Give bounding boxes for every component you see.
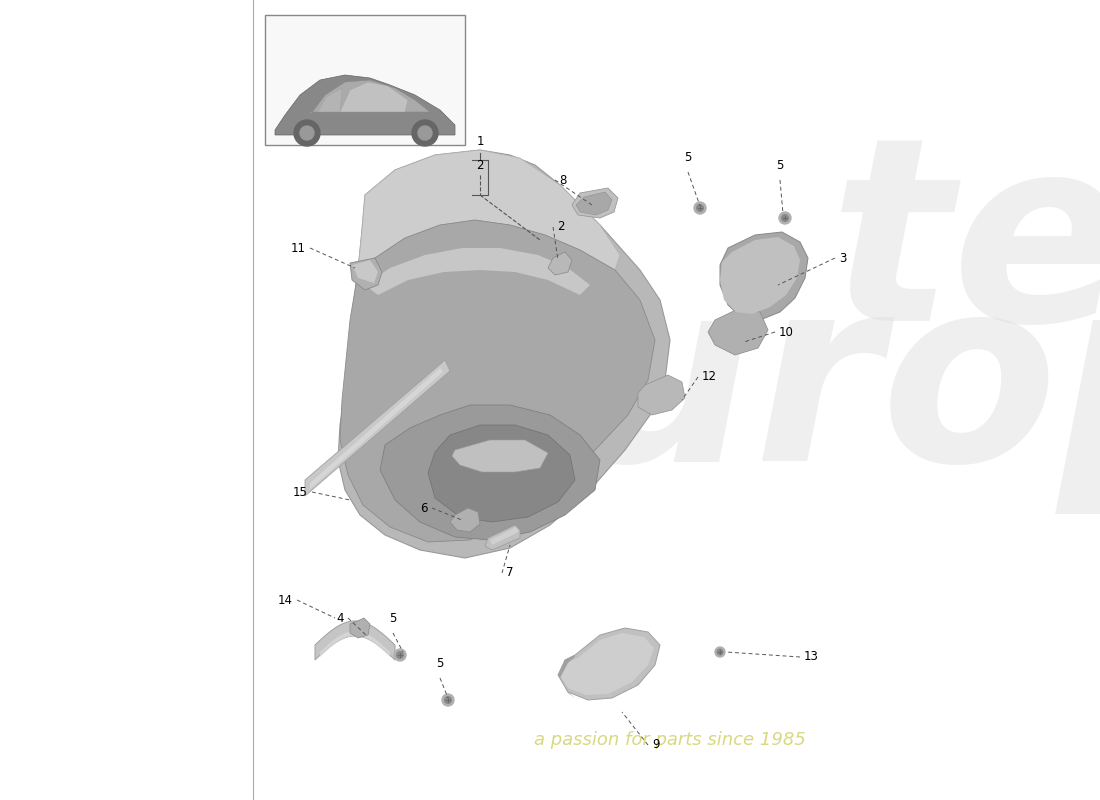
- Circle shape: [717, 650, 723, 654]
- Text: 5: 5: [777, 159, 783, 172]
- Text: 3: 3: [839, 251, 846, 265]
- Text: europ: europ: [398, 266, 1100, 514]
- Text: 12: 12: [702, 370, 717, 383]
- Polygon shape: [720, 237, 800, 314]
- Polygon shape: [365, 248, 590, 295]
- Polygon shape: [572, 188, 618, 218]
- Polygon shape: [452, 440, 548, 472]
- Text: 8: 8: [559, 174, 566, 186]
- Circle shape: [412, 120, 438, 146]
- Polygon shape: [490, 527, 519, 545]
- Text: tes: tes: [829, 126, 1100, 374]
- Polygon shape: [305, 360, 450, 496]
- Circle shape: [294, 120, 320, 146]
- Polygon shape: [350, 258, 382, 290]
- Text: 5: 5: [437, 657, 443, 670]
- Text: 11: 11: [292, 242, 306, 254]
- Text: 15: 15: [293, 486, 308, 498]
- Circle shape: [444, 697, 451, 703]
- Polygon shape: [576, 192, 612, 215]
- Polygon shape: [310, 368, 443, 489]
- Text: 13: 13: [804, 650, 818, 663]
- Polygon shape: [428, 425, 575, 522]
- Polygon shape: [340, 82, 408, 112]
- Circle shape: [694, 202, 706, 214]
- Text: 5: 5: [389, 612, 397, 625]
- FancyBboxPatch shape: [265, 15, 465, 145]
- Text: 6: 6: [420, 502, 428, 514]
- Circle shape: [394, 649, 406, 661]
- Polygon shape: [548, 252, 572, 275]
- Polygon shape: [558, 628, 660, 700]
- Polygon shape: [379, 405, 600, 540]
- Text: 9: 9: [652, 738, 660, 751]
- Text: 2: 2: [557, 221, 564, 234]
- Polygon shape: [340, 220, 654, 542]
- Text: 2: 2: [476, 159, 484, 172]
- Circle shape: [696, 205, 703, 211]
- Circle shape: [418, 126, 432, 140]
- Text: a passion for parts since 1985: a passion for parts since 1985: [535, 731, 806, 749]
- Circle shape: [442, 694, 454, 706]
- Polygon shape: [315, 621, 395, 660]
- Circle shape: [300, 126, 313, 140]
- Text: 4: 4: [337, 611, 344, 625]
- Polygon shape: [560, 633, 654, 695]
- Polygon shape: [338, 150, 670, 558]
- Polygon shape: [558, 655, 575, 698]
- Text: 1: 1: [476, 135, 484, 148]
- Circle shape: [715, 647, 725, 657]
- Text: 10: 10: [779, 326, 794, 338]
- Polygon shape: [720, 232, 808, 320]
- Polygon shape: [318, 88, 342, 112]
- Circle shape: [779, 212, 791, 224]
- Polygon shape: [275, 75, 455, 135]
- Text: 5: 5: [684, 151, 692, 164]
- Text: 7: 7: [506, 566, 514, 579]
- Polygon shape: [350, 618, 370, 638]
- Polygon shape: [450, 508, 480, 532]
- Polygon shape: [485, 525, 520, 550]
- Polygon shape: [320, 631, 390, 657]
- Circle shape: [782, 214, 789, 222]
- Polygon shape: [708, 308, 768, 355]
- Circle shape: [397, 652, 404, 658]
- Polygon shape: [352, 260, 378, 283]
- Polygon shape: [310, 80, 430, 115]
- Text: 14: 14: [278, 594, 293, 606]
- Polygon shape: [358, 150, 620, 270]
- Polygon shape: [638, 375, 685, 415]
